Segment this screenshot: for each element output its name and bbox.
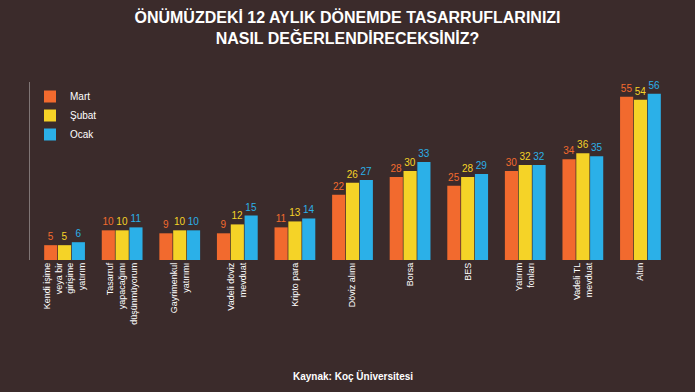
svg-text:Mart: Mart bbox=[70, 91, 90, 102]
svg-text:32: 32 bbox=[519, 151, 531, 162]
svg-text:Döviz alımı: Döviz alımı bbox=[347, 263, 357, 308]
svg-text:25: 25 bbox=[448, 172, 460, 183]
svg-text:35: 35 bbox=[591, 142, 603, 153]
svg-text:9: 9 bbox=[221, 219, 227, 230]
svg-text:54: 54 bbox=[635, 86, 647, 97]
svg-text:Vadeli dövizmevduat: Vadeli dövizmevduat bbox=[226, 262, 248, 310]
svg-text:14: 14 bbox=[303, 204, 315, 215]
svg-text:33: 33 bbox=[418, 148, 430, 159]
svg-text:6: 6 bbox=[75, 228, 81, 239]
svg-text:5: 5 bbox=[48, 231, 54, 242]
svg-text:56: 56 bbox=[648, 80, 660, 91]
svg-text:36: 36 bbox=[577, 139, 589, 150]
svg-text:10: 10 bbox=[174, 216, 186, 227]
svg-text:Kaynak: Koç Üniversitesi: Kaynak: Koç Üniversitesi bbox=[293, 370, 413, 382]
svg-text:28: 28 bbox=[462, 163, 474, 174]
svg-text:28: 28 bbox=[390, 163, 402, 174]
svg-text:13: 13 bbox=[289, 207, 301, 218]
svg-text:15: 15 bbox=[245, 202, 257, 213]
svg-text:Ocak: Ocak bbox=[70, 129, 94, 140]
svg-text:11: 11 bbox=[276, 213, 287, 224]
svg-text:BES: BES bbox=[463, 263, 473, 281]
svg-text:30: 30 bbox=[404, 157, 416, 168]
svg-text:11: 11 bbox=[131, 213, 142, 224]
svg-text:10: 10 bbox=[188, 216, 200, 227]
svg-text:9: 9 bbox=[163, 219, 169, 230]
svg-text:ÖNÜMÜZDEKİ 12 AYLIK DÖNEMDE TA: ÖNÜMÜZDEKİ 12 AYLIK DÖNEMDE TASARRUFLARI… bbox=[134, 8, 560, 47]
svg-text:22: 22 bbox=[333, 181, 345, 192]
svg-text:26: 26 bbox=[347, 169, 359, 180]
svg-text:34: 34 bbox=[563, 145, 575, 156]
svg-text:Kripto para: Kripto para bbox=[290, 263, 300, 307]
svg-text:12: 12 bbox=[232, 210, 244, 221]
svg-text:55: 55 bbox=[621, 83, 633, 94]
svg-text:32: 32 bbox=[533, 151, 545, 162]
svg-text:Yatırımfonları: Yatırımfonları bbox=[514, 263, 536, 291]
svg-text:10: 10 bbox=[116, 216, 128, 227]
svg-text:Gayrimenkulyatırımı: Gayrimenkulyatırımı bbox=[169, 263, 191, 314]
svg-text:27: 27 bbox=[361, 166, 373, 177]
svg-text:30: 30 bbox=[506, 157, 518, 168]
svg-text:Şubat: Şubat bbox=[70, 110, 96, 121]
svg-text:Vadeli TLmevduat: Vadeli TLmevduat bbox=[572, 262, 594, 300]
svg-text:Kendi işimeveya birgirişimeyat: Kendi işimeveya birgirişimeyatırım bbox=[42, 263, 87, 310]
svg-text:5: 5 bbox=[62, 231, 68, 242]
svg-text:Borsa: Borsa bbox=[405, 263, 415, 287]
svg-text:Tasarrufyapacağımıdüşünmüyorum: Tasarrufyapacağımıdüşünmüyorum bbox=[105, 262, 138, 325]
svg-text:29: 29 bbox=[476, 160, 488, 171]
svg-text:Altın: Altın bbox=[635, 263, 645, 281]
svg-text:10: 10 bbox=[103, 216, 115, 227]
